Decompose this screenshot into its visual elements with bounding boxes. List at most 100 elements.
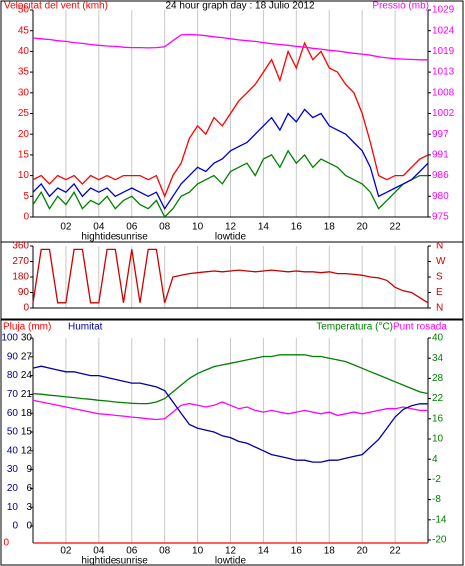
x-tick-label: 20 xyxy=(357,222,369,233)
y3-tick-label: 12 xyxy=(21,445,33,456)
y-tick-label: 15 xyxy=(18,150,30,161)
y-tick-label: 30 xyxy=(7,464,19,475)
x-annotation: sunrise xyxy=(116,232,149,243)
y-tick-label: 40 xyxy=(18,46,30,57)
y2-tick-label: 1019 xyxy=(432,46,455,57)
y3-tick-label: 3 xyxy=(26,502,32,513)
y2-tick-label: 4 xyxy=(432,454,438,465)
y-tick-label: 50 xyxy=(7,427,19,438)
y2-tick-label: -14 xyxy=(432,514,447,525)
y3-tick-label: 21 xyxy=(21,389,33,400)
y3-tick-label: 0 xyxy=(26,521,32,532)
y3-tick-label: 9 xyxy=(26,464,32,475)
x-tick-label: 08 xyxy=(159,222,171,233)
y3-tick-label: 18 xyxy=(21,408,33,419)
y2-tick-label: -8 xyxy=(432,494,441,505)
y2-tick-label: -2 xyxy=(432,474,441,485)
y2-axis-title: Temperatura (°C) xyxy=(316,322,393,333)
series-line xyxy=(32,108,429,210)
y-tick-label: 30 xyxy=(18,87,30,98)
y-tick-label: 270 xyxy=(12,256,29,267)
y2-tick-label: 1029 xyxy=(432,5,455,16)
y3-tick-label: 6 xyxy=(26,483,32,494)
y3-tick-label: 15 xyxy=(21,427,33,438)
x-tick-label: 06 xyxy=(126,546,138,557)
x-tick-label: 04 xyxy=(93,546,105,557)
y-tick-label: 10 xyxy=(7,502,19,513)
y-tick-label: 360 xyxy=(12,241,29,252)
x-annotation: sunrise xyxy=(116,556,149,566)
y-tick-label: 45 xyxy=(18,25,30,36)
series-line xyxy=(32,248,429,304)
panel-frame xyxy=(0,0,464,243)
y2-axis-title: Pressió (mb) xyxy=(372,1,429,12)
y-tick-label: 20 xyxy=(7,483,19,494)
y2-tick-label: 1008 xyxy=(432,87,455,98)
x-tick-label: 16 xyxy=(291,222,303,233)
x-annotation: hightide xyxy=(81,556,116,566)
y-tick-label: 90 xyxy=(18,287,30,298)
x-tick-label: 18 xyxy=(324,222,336,233)
x-tick-label: 12 xyxy=(225,222,237,233)
x-tick-label: 22 xyxy=(390,222,402,233)
x-tick-label: 22 xyxy=(390,546,402,557)
y2-tick-label: N xyxy=(436,303,443,314)
x-tick-label: 06 xyxy=(126,222,138,233)
y-tick-label: 40 xyxy=(7,445,19,456)
y-tick-label: 0 xyxy=(12,521,18,532)
y-tick-label: 35 xyxy=(18,67,30,78)
y3-axis-title: Humitat xyxy=(68,322,103,333)
x-tick-label: 10 xyxy=(192,222,204,233)
y-tick-label: 20 xyxy=(18,129,30,140)
y-tick-label: 90 xyxy=(7,351,19,362)
series-line xyxy=(32,399,428,421)
x-tick-label: 08 xyxy=(159,546,171,557)
y2-tick-label: W xyxy=(436,256,446,267)
y2-axis-title: Punt rosada xyxy=(393,322,447,333)
series-line xyxy=(32,149,428,219)
y-tick-label: 100 xyxy=(1,333,18,344)
x-annotation: lowtide xyxy=(215,232,247,243)
y3-tick-label: 27 xyxy=(21,351,33,362)
x-tick-label: 16 xyxy=(291,546,303,557)
y2-tick-label: 986 xyxy=(432,170,449,181)
y-tick-label: 70 xyxy=(7,389,19,400)
x-tick-label: 10 xyxy=(192,546,204,557)
y-tick-label: 50 xyxy=(18,5,30,16)
x-annotation: hightide xyxy=(81,232,116,243)
x-tick-label: 02 xyxy=(60,546,72,557)
y2-tick-label: 991 xyxy=(432,150,449,161)
x-tick-label: 14 xyxy=(258,546,270,557)
chart-title: 24 hour graph day : 18 Julio 2012 xyxy=(166,1,315,12)
y-axis-title: Pluja (mm) xyxy=(3,322,51,333)
x-tick-label: 20 xyxy=(357,546,369,557)
y2-tick-label: N xyxy=(436,241,443,252)
y2-tick-label: 1002 xyxy=(432,108,455,119)
series-line xyxy=(32,41,429,199)
x-tick-label: 14 xyxy=(258,222,270,233)
y2-tick-label: 1024 xyxy=(432,25,455,36)
y-tick-label: 0 xyxy=(23,303,29,314)
series-line xyxy=(32,354,429,405)
y-axis-title: Velocitat del vent (kmh) xyxy=(4,1,108,12)
y-tick-label: 25 xyxy=(18,108,30,119)
series-line xyxy=(32,33,428,61)
panel-frame xyxy=(0,319,464,566)
y-tick-label: 5 xyxy=(23,191,29,202)
y2-tick-label: -20 xyxy=(432,535,447,546)
x-tick-label: 04 xyxy=(93,222,105,233)
y3-tick-label: 30 xyxy=(21,333,33,344)
series-line xyxy=(32,365,428,463)
y-tick-label: 10 xyxy=(18,170,30,181)
y-tick-label: 80 xyxy=(7,370,19,381)
y-tick-label: 60 xyxy=(7,408,19,419)
x-tick-label: 02 xyxy=(60,222,72,233)
y2-tick-label: S xyxy=(436,272,443,283)
y2-tick-label: 1013 xyxy=(432,67,455,78)
y2-tick-label: 10 xyxy=(432,434,444,445)
x-annotation: lowtide xyxy=(215,556,247,566)
x-tick-label: 12 xyxy=(225,546,237,557)
y2-tick-label: 975 xyxy=(432,212,449,223)
y2-tick-label: 22 xyxy=(432,393,444,404)
